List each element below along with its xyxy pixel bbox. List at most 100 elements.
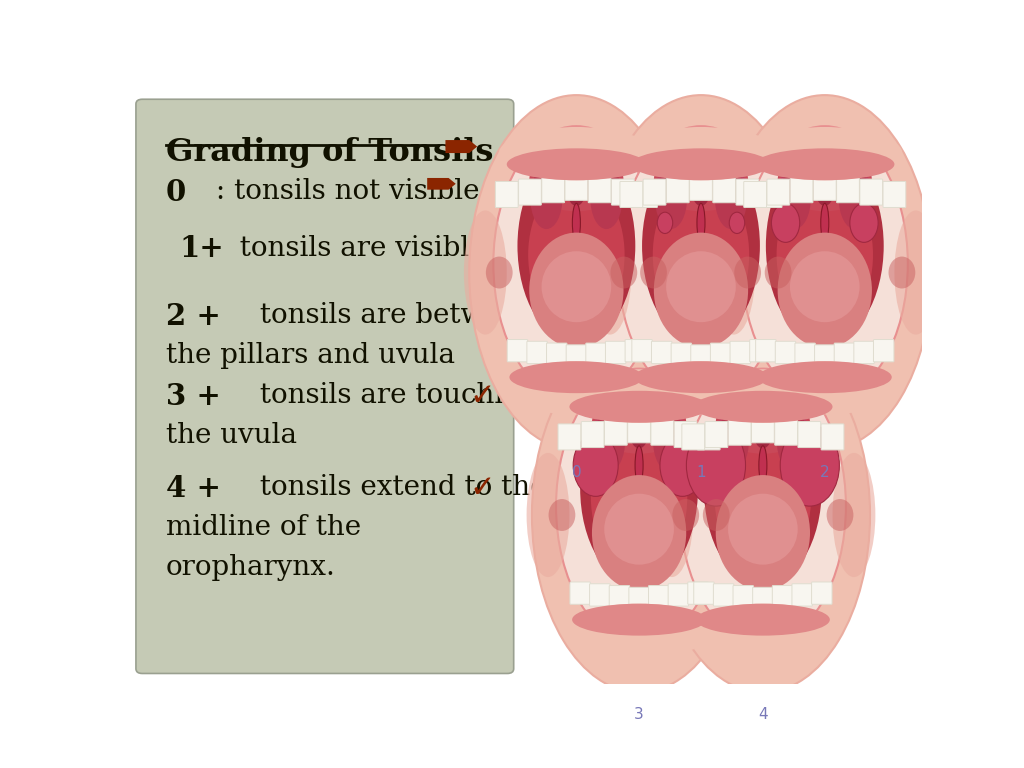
Ellipse shape [673,499,699,531]
Text: 3 +: 3 + [166,382,221,411]
Ellipse shape [561,369,717,422]
Ellipse shape [509,361,643,393]
FancyBboxPatch shape [689,174,713,200]
Ellipse shape [680,369,846,644]
FancyBboxPatch shape [688,582,709,604]
Ellipse shape [642,148,760,343]
Text: ✓: ✓ [469,302,495,331]
Ellipse shape [839,167,870,229]
Ellipse shape [528,180,625,330]
Ellipse shape [572,604,706,636]
FancyBboxPatch shape [792,584,812,606]
Ellipse shape [755,148,894,180]
Ellipse shape [594,95,808,450]
FancyBboxPatch shape [812,582,833,604]
Ellipse shape [572,204,581,243]
FancyBboxPatch shape [682,424,705,450]
Ellipse shape [640,257,667,289]
FancyBboxPatch shape [883,181,906,207]
Ellipse shape [715,422,811,573]
Ellipse shape [814,161,836,206]
Ellipse shape [778,167,811,229]
Text: tonsils are between: tonsils are between [251,302,535,329]
Text: ✓: ✓ [469,474,495,502]
FancyBboxPatch shape [632,339,652,362]
Ellipse shape [529,149,624,211]
Ellipse shape [610,257,637,289]
Ellipse shape [507,148,646,180]
Text: 1+: 1+ [179,234,224,263]
FancyBboxPatch shape [496,181,518,207]
FancyBboxPatch shape [691,345,712,367]
FancyBboxPatch shape [570,582,591,604]
Text: tonsils extend to the: tonsils extend to the [251,474,547,501]
FancyBboxPatch shape [611,179,634,205]
Ellipse shape [494,126,659,401]
FancyBboxPatch shape [648,585,669,607]
PathPatch shape [427,178,456,190]
FancyBboxPatch shape [625,339,645,362]
Ellipse shape [697,204,705,243]
Ellipse shape [650,453,693,577]
Ellipse shape [850,204,879,243]
Ellipse shape [526,453,569,577]
FancyBboxPatch shape [643,179,666,205]
FancyBboxPatch shape [586,343,606,366]
Ellipse shape [485,257,513,289]
FancyBboxPatch shape [566,345,587,367]
Text: 4: 4 [758,707,768,722]
FancyBboxPatch shape [629,588,649,610]
Ellipse shape [686,425,745,506]
FancyBboxPatch shape [674,422,697,448]
FancyBboxPatch shape [668,584,688,606]
FancyBboxPatch shape [795,343,815,366]
Ellipse shape [821,204,828,243]
Ellipse shape [469,95,684,450]
FancyBboxPatch shape [775,341,796,363]
FancyBboxPatch shape [527,341,547,363]
Ellipse shape [833,453,876,577]
FancyBboxPatch shape [635,181,657,207]
Text: : tonsils not visible: : tonsils not visible [207,178,480,205]
Ellipse shape [464,210,507,335]
Ellipse shape [655,167,687,229]
FancyBboxPatch shape [604,419,628,445]
FancyBboxPatch shape [542,177,564,203]
FancyBboxPatch shape [605,341,626,363]
FancyBboxPatch shape [814,345,835,367]
FancyBboxPatch shape [743,181,767,207]
FancyBboxPatch shape [750,339,770,362]
FancyBboxPatch shape [837,177,859,203]
Ellipse shape [709,453,752,577]
Text: 1: 1 [696,465,706,480]
FancyBboxPatch shape [651,419,674,445]
Ellipse shape [529,233,624,348]
FancyBboxPatch shape [759,181,782,207]
FancyBboxPatch shape [791,177,813,203]
Text: 2 +: 2 + [166,302,221,331]
Ellipse shape [716,475,810,591]
Text: the uvula: the uvula [166,422,297,449]
Ellipse shape [748,127,902,180]
Ellipse shape [667,251,736,323]
Text: ✓: ✓ [469,234,495,263]
Ellipse shape [685,369,841,422]
Ellipse shape [542,251,611,323]
Ellipse shape [759,445,767,485]
Ellipse shape [646,210,689,335]
Ellipse shape [592,475,686,591]
Ellipse shape [826,499,853,531]
Ellipse shape [702,499,730,531]
FancyBboxPatch shape [609,585,630,607]
Ellipse shape [777,149,871,211]
Text: midline of the: midline of the [166,514,361,541]
Ellipse shape [569,391,709,422]
Ellipse shape [635,445,643,485]
Text: tonsils are visible,: tonsils are visible, [221,234,495,261]
FancyBboxPatch shape [711,343,731,366]
FancyBboxPatch shape [714,584,734,606]
Ellipse shape [499,127,654,180]
Ellipse shape [729,212,744,233]
Ellipse shape [790,251,859,323]
FancyBboxPatch shape [860,179,883,205]
